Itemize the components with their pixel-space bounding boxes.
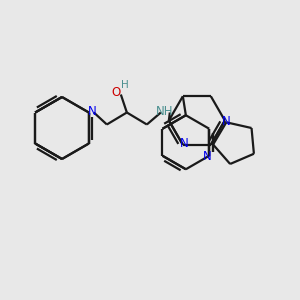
Text: H: H: [121, 80, 129, 91]
Text: N: N: [88, 105, 96, 118]
Text: O: O: [111, 86, 121, 99]
Text: NH: NH: [156, 105, 174, 118]
Text: N: N: [221, 115, 230, 128]
Text: N: N: [203, 150, 212, 163]
Text: N: N: [179, 137, 188, 150]
